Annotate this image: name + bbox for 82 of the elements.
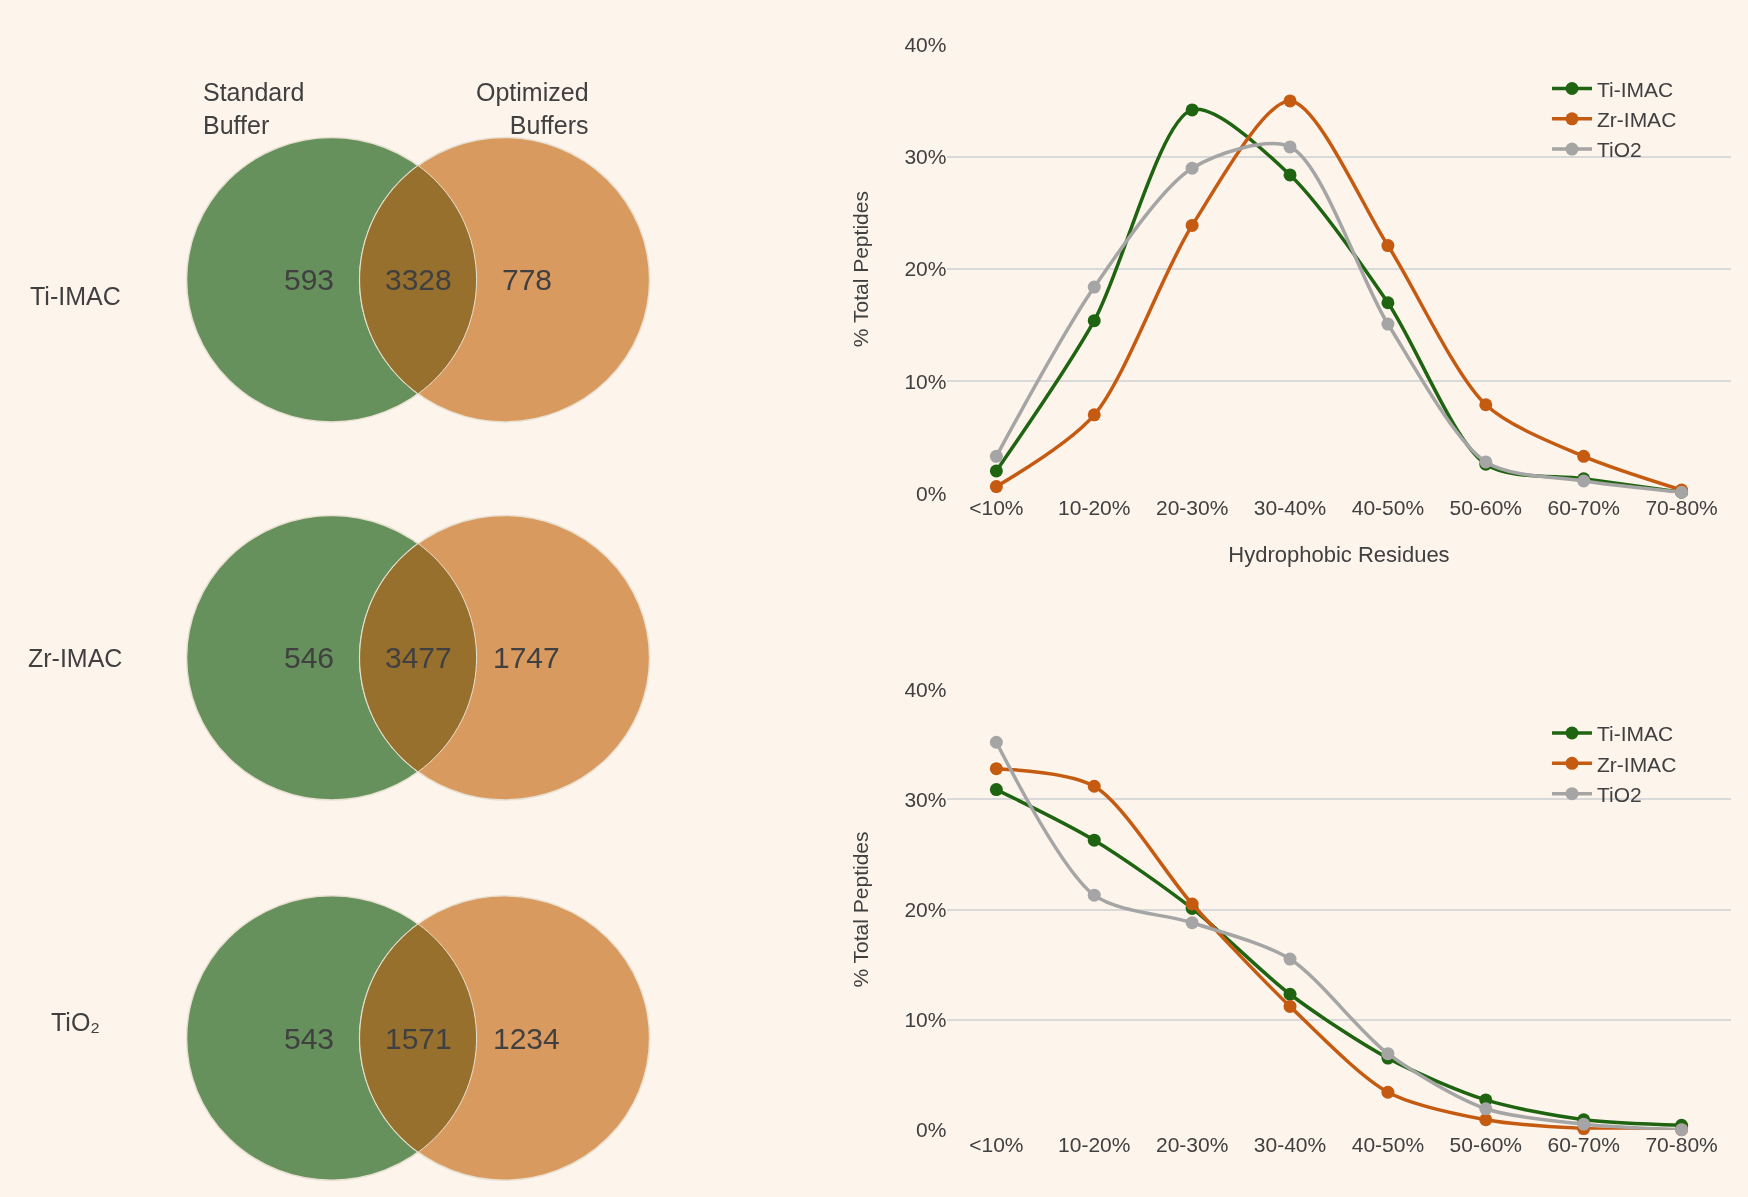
data-label: 3328 [385, 263, 452, 296]
x-tick-label: 40-50% [1351, 1132, 1425, 1156]
y-tick-label: 0% [916, 1118, 947, 1141]
point [1087, 888, 1101, 902]
point [1087, 779, 1101, 793]
data-label: 543 [284, 1022, 335, 1055]
data-label: 3477 [385, 641, 452, 674]
y-tick-label: 40% [904, 33, 947, 57]
point [989, 735, 1003, 749]
x-tick-label: 30-40% [1253, 1132, 1327, 1156]
data-label: 778 [502, 263, 553, 296]
data-label: 546 [284, 641, 335, 674]
point [1381, 239, 1395, 253]
point [1087, 833, 1101, 847]
point [989, 464, 1003, 478]
point [989, 480, 1003, 494]
legend-label: Ti-IMAC [1596, 722, 1674, 746]
point [1577, 449, 1591, 463]
y-tick-label: 0% [916, 481, 947, 505]
x-tick-label: 60-70% [1547, 1132, 1620, 1156]
point [1283, 952, 1297, 966]
point [1577, 1117, 1591, 1131]
legend-label: Zr-IMAC [1596, 752, 1677, 776]
data-label: 1571 [385, 1022, 452, 1055]
text: Standard Buffer [203, 78, 305, 139]
point [1381, 1047, 1395, 1061]
point [1381, 317, 1395, 331]
point [1087, 314, 1101, 328]
x-tick-label: 70-80% [1645, 496, 1718, 520]
point [1283, 999, 1297, 1013]
point [1185, 103, 1199, 117]
point [1185, 897, 1199, 911]
y-tick-label: 10% [904, 1007, 947, 1031]
point [989, 762, 1003, 776]
x-tick-label: 10-20% [1058, 1132, 1131, 1156]
point [1087, 408, 1101, 422]
point [1185, 161, 1199, 175]
point [1185, 218, 1199, 232]
y-tick-label: 20% [904, 897, 947, 921]
x-tick-label: 20-30% [1155, 496, 1229, 520]
point [1283, 140, 1297, 154]
y-tick-label: 10% [904, 369, 947, 393]
point [1381, 296, 1395, 310]
point [989, 449, 1003, 463]
x-tick-label: 20-30% [1155, 1132, 1229, 1156]
text: Zr-IMAC [28, 644, 123, 672]
x-tick-label: <10% [969, 1132, 1024, 1156]
y-tick-label: 20% [904, 257, 947, 281]
x-tick-label: 50-60% [1449, 1132, 1522, 1156]
point [1283, 987, 1297, 1001]
legend-label: TiO2 [1596, 782, 1642, 806]
x-tick-label: 40-50% [1351, 496, 1425, 520]
legend-label: TiO2 [1596, 138, 1642, 162]
x-axis-title: Hydrophobic Residues [1228, 542, 1450, 568]
text: Ti-IMAC [30, 282, 121, 310]
x-tick-label: <10% [969, 496, 1024, 520]
point [1479, 1102, 1493, 1116]
point [1479, 398, 1493, 412]
y-axis-title: % Total Peptides [848, 831, 872, 988]
point [1087, 280, 1101, 294]
data-label: 593 [284, 263, 335, 296]
point [1479, 1113, 1493, 1127]
point [1283, 94, 1297, 108]
y-axis-title: % Total Peptides [848, 191, 872, 348]
point [1381, 1085, 1395, 1099]
text: TiO₂ [51, 1008, 101, 1036]
x-tick-label: 60-70% [1547, 496, 1620, 520]
legend-label: Ti-IMAC [1596, 77, 1674, 101]
data-label: 1747 [493, 641, 560, 674]
x-tick-label: 10-20% [1058, 496, 1131, 520]
legend-label: Zr-IMAC [1596, 107, 1677, 131]
x-tick-label: 70-80% [1645, 1132, 1718, 1156]
point [1283, 168, 1297, 182]
text: Optimized Buffers [476, 78, 589, 139]
y-tick-label: 40% [904, 677, 947, 701]
x-tick-label: 30-40% [1253, 496, 1327, 520]
y-tick-label: 30% [904, 145, 947, 169]
data-label: 1234 [493, 1022, 560, 1055]
point [989, 783, 1003, 797]
point [1185, 916, 1199, 930]
y-tick-label: 30% [904, 787, 947, 811]
x-tick-label: 50-60% [1449, 496, 1522, 520]
